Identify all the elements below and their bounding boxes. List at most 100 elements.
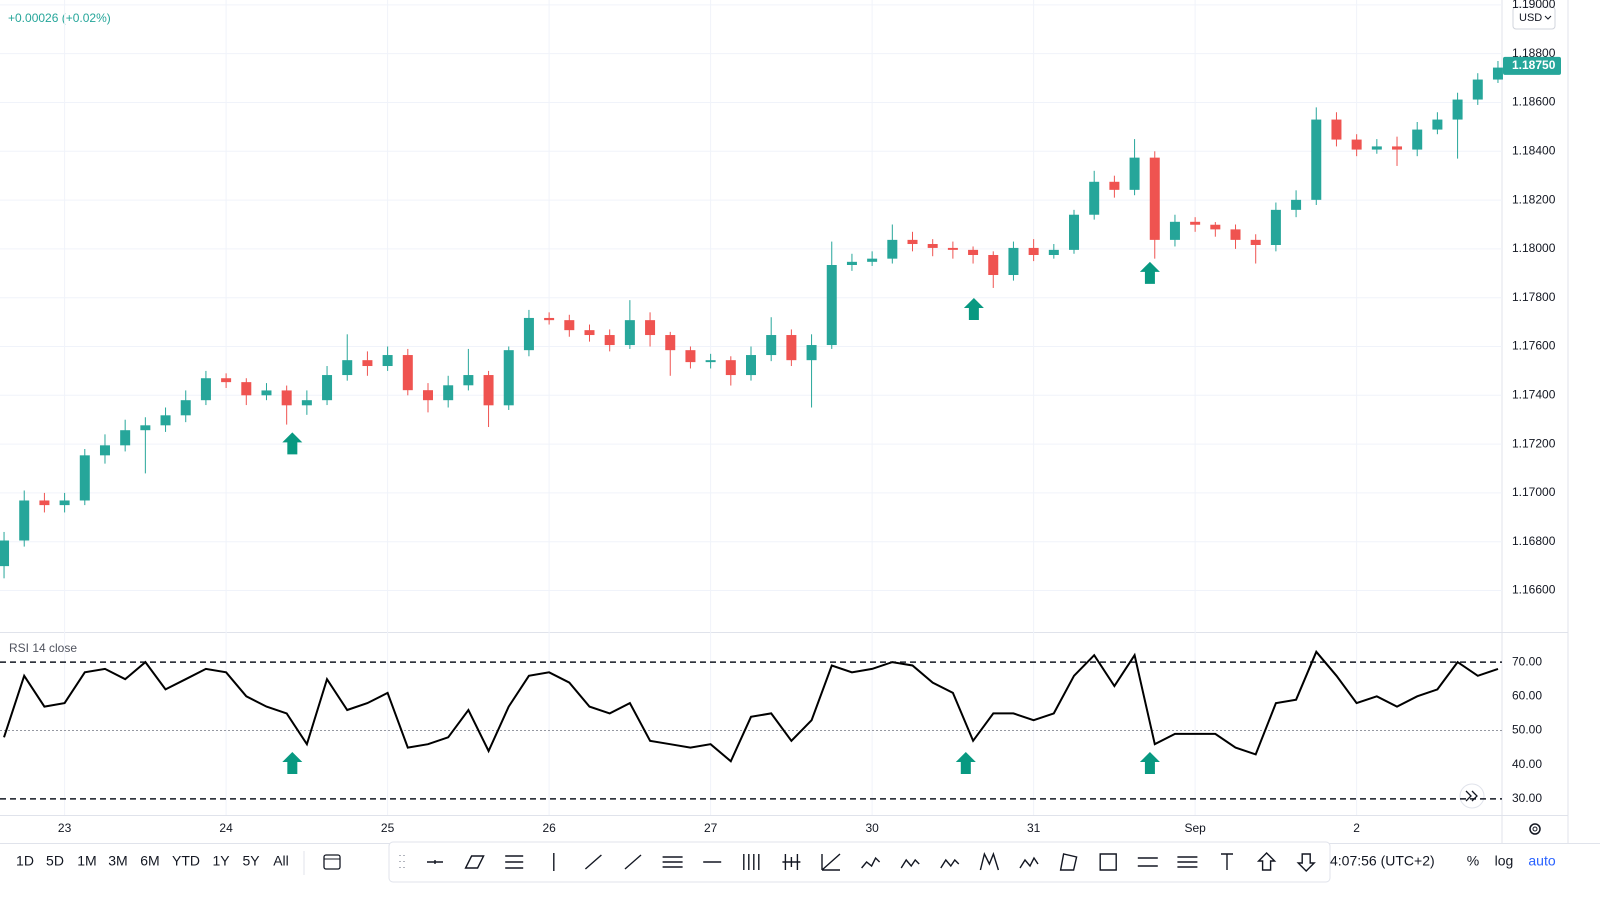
drawing-tool[interactable] bbox=[427, 860, 443, 864]
timeframe-button[interactable]: 1Y bbox=[212, 853, 230, 869]
scale-button[interactable]: % bbox=[1467, 853, 1479, 869]
y-tick-label: 30.00 bbox=[1512, 791, 1542, 805]
candle-body bbox=[1169, 221, 1180, 240]
rsi-line bbox=[3, 649, 1499, 763]
candle-body bbox=[846, 261, 857, 266]
up-arrow bbox=[963, 297, 984, 320]
x-tick-label: 2 bbox=[1353, 821, 1360, 835]
price-tag-label: 1.18750 bbox=[1512, 58, 1556, 72]
drawing-tool[interactable] bbox=[1059, 853, 1078, 871]
settings-button[interactable] bbox=[1529, 823, 1541, 835]
timeframe-button[interactable]: 1M bbox=[77, 853, 96, 869]
timeframe-button[interactable]: All bbox=[273, 853, 289, 869]
candle-body bbox=[221, 378, 232, 383]
y-tick-label: 1.18200 bbox=[1512, 192, 1556, 206]
calendar-button[interactable] bbox=[323, 854, 341, 870]
candle-body bbox=[927, 244, 938, 248]
timeframe-button[interactable]: 6M bbox=[140, 853, 159, 869]
candle-body bbox=[766, 335, 777, 356]
scale-button[interactable]: log bbox=[1495, 853, 1514, 869]
y-tick-label: 50.00 bbox=[1512, 723, 1542, 737]
x-tick-label: 31 bbox=[1027, 821, 1041, 835]
gear-center[interactable] bbox=[1532, 826, 1538, 832]
up-arrow bbox=[1139, 752, 1160, 775]
up-arrow bbox=[955, 752, 976, 775]
candle-body bbox=[1492, 67, 1503, 80]
gear[interactable] bbox=[1529, 823, 1541, 835]
calendar-icon[interactable] bbox=[323, 854, 341, 870]
candle-body bbox=[443, 385, 454, 401]
candle-body bbox=[160, 415, 171, 426]
y-tick-label: 1.17800 bbox=[1512, 290, 1556, 304]
candle-body bbox=[79, 455, 90, 501]
drawing-tool[interactable] bbox=[464, 855, 485, 869]
drawing-tool[interactable] bbox=[1221, 853, 1233, 870]
candle-body bbox=[887, 239, 898, 259]
y-tick-label: 1.17000 bbox=[1512, 485, 1556, 499]
grid-layer bbox=[0, 0, 1502, 815]
y-tick-label: 1.19000 bbox=[1512, 0, 1556, 11]
candle-body bbox=[180, 400, 191, 416]
drawing-tool[interactable] bbox=[1256, 852, 1277, 871]
timeframe-button[interactable]: 5Y bbox=[242, 853, 260, 869]
candle-body bbox=[685, 350, 696, 363]
candle-body bbox=[1351, 139, 1362, 150]
candle-body bbox=[604, 335, 615, 346]
drawing-tool[interactable] bbox=[1177, 856, 1198, 868]
drawing-tool[interactable] bbox=[782, 854, 801, 870]
currency-box[interactable] bbox=[1512, 6, 1556, 30]
candle-body bbox=[705, 360, 716, 363]
timeframe-button[interactable]: 5D bbox=[46, 853, 64, 869]
drawing-tool[interactable] bbox=[1296, 853, 1316, 872]
candle-body bbox=[1149, 157, 1160, 240]
scroll-button[interactable] bbox=[1459, 783, 1485, 809]
candle-body bbox=[120, 430, 131, 446]
drawing-tool[interactable] bbox=[979, 851, 1000, 871]
drawing-tool[interactable] bbox=[624, 854, 642, 870]
candle-body bbox=[665, 335, 676, 351]
candle-body bbox=[826, 265, 837, 346]
candle-body bbox=[806, 345, 817, 361]
candle-body bbox=[382, 355, 393, 367]
drawing-tool[interactable] bbox=[1137, 857, 1158, 867]
candle-body bbox=[1392, 146, 1403, 150]
candle-body bbox=[1210, 224, 1221, 230]
y-tick-label: 1.18800 bbox=[1512, 46, 1556, 60]
candle-body bbox=[0, 540, 10, 567]
candle-body bbox=[322, 375, 333, 401]
drawing-tool[interactable] bbox=[584, 854, 602, 870]
scale-button[interactable]: auto bbox=[1528, 853, 1555, 869]
drawing-tool[interactable] bbox=[743, 854, 760, 870]
y-tick-label: 1.18600 bbox=[1512, 95, 1556, 109]
scroll-circle[interactable] bbox=[1459, 783, 1485, 809]
candle-body bbox=[140, 425, 151, 431]
drawing-tool[interactable] bbox=[821, 853, 841, 871]
timeframe-button[interactable]: 3M bbox=[108, 853, 127, 869]
drawing-tool[interactable] bbox=[1019, 856, 1039, 869]
currency-label[interactable]: USD bbox=[1519, 12, 1542, 24]
y-tick-label: 60.00 bbox=[1512, 688, 1542, 702]
drawing-tool[interactable] bbox=[861, 856, 881, 869]
drawing-toolbar bbox=[388, 841, 1331, 883]
candle-body bbox=[59, 500, 70, 506]
timeframe-button[interactable]: YTD bbox=[172, 853, 200, 869]
candle-body bbox=[645, 320, 656, 336]
timeframe-button[interactable]: 1D bbox=[16, 853, 34, 869]
candle-body bbox=[988, 254, 999, 276]
candle-body bbox=[584, 330, 595, 336]
drawing-tool[interactable] bbox=[1099, 853, 1117, 871]
candle-body bbox=[968, 249, 979, 255]
drawing-tool[interactable] bbox=[662, 856, 683, 868]
drawing-tool[interactable] bbox=[505, 855, 524, 869]
caret[interactable] bbox=[1544, 15, 1552, 20]
candle-body bbox=[746, 355, 756, 376]
drawing-tools bbox=[399, 851, 1316, 872]
candle-body bbox=[1129, 157, 1140, 190]
drawing-tool[interactable] bbox=[940, 858, 960, 869]
currency-button[interactable]: USD bbox=[1512, 6, 1556, 30]
drawing-tool[interactable] bbox=[900, 858, 920, 869]
candle-body bbox=[947, 247, 958, 250]
candle-body bbox=[99, 445, 110, 456]
candle-body bbox=[1270, 209, 1281, 245]
